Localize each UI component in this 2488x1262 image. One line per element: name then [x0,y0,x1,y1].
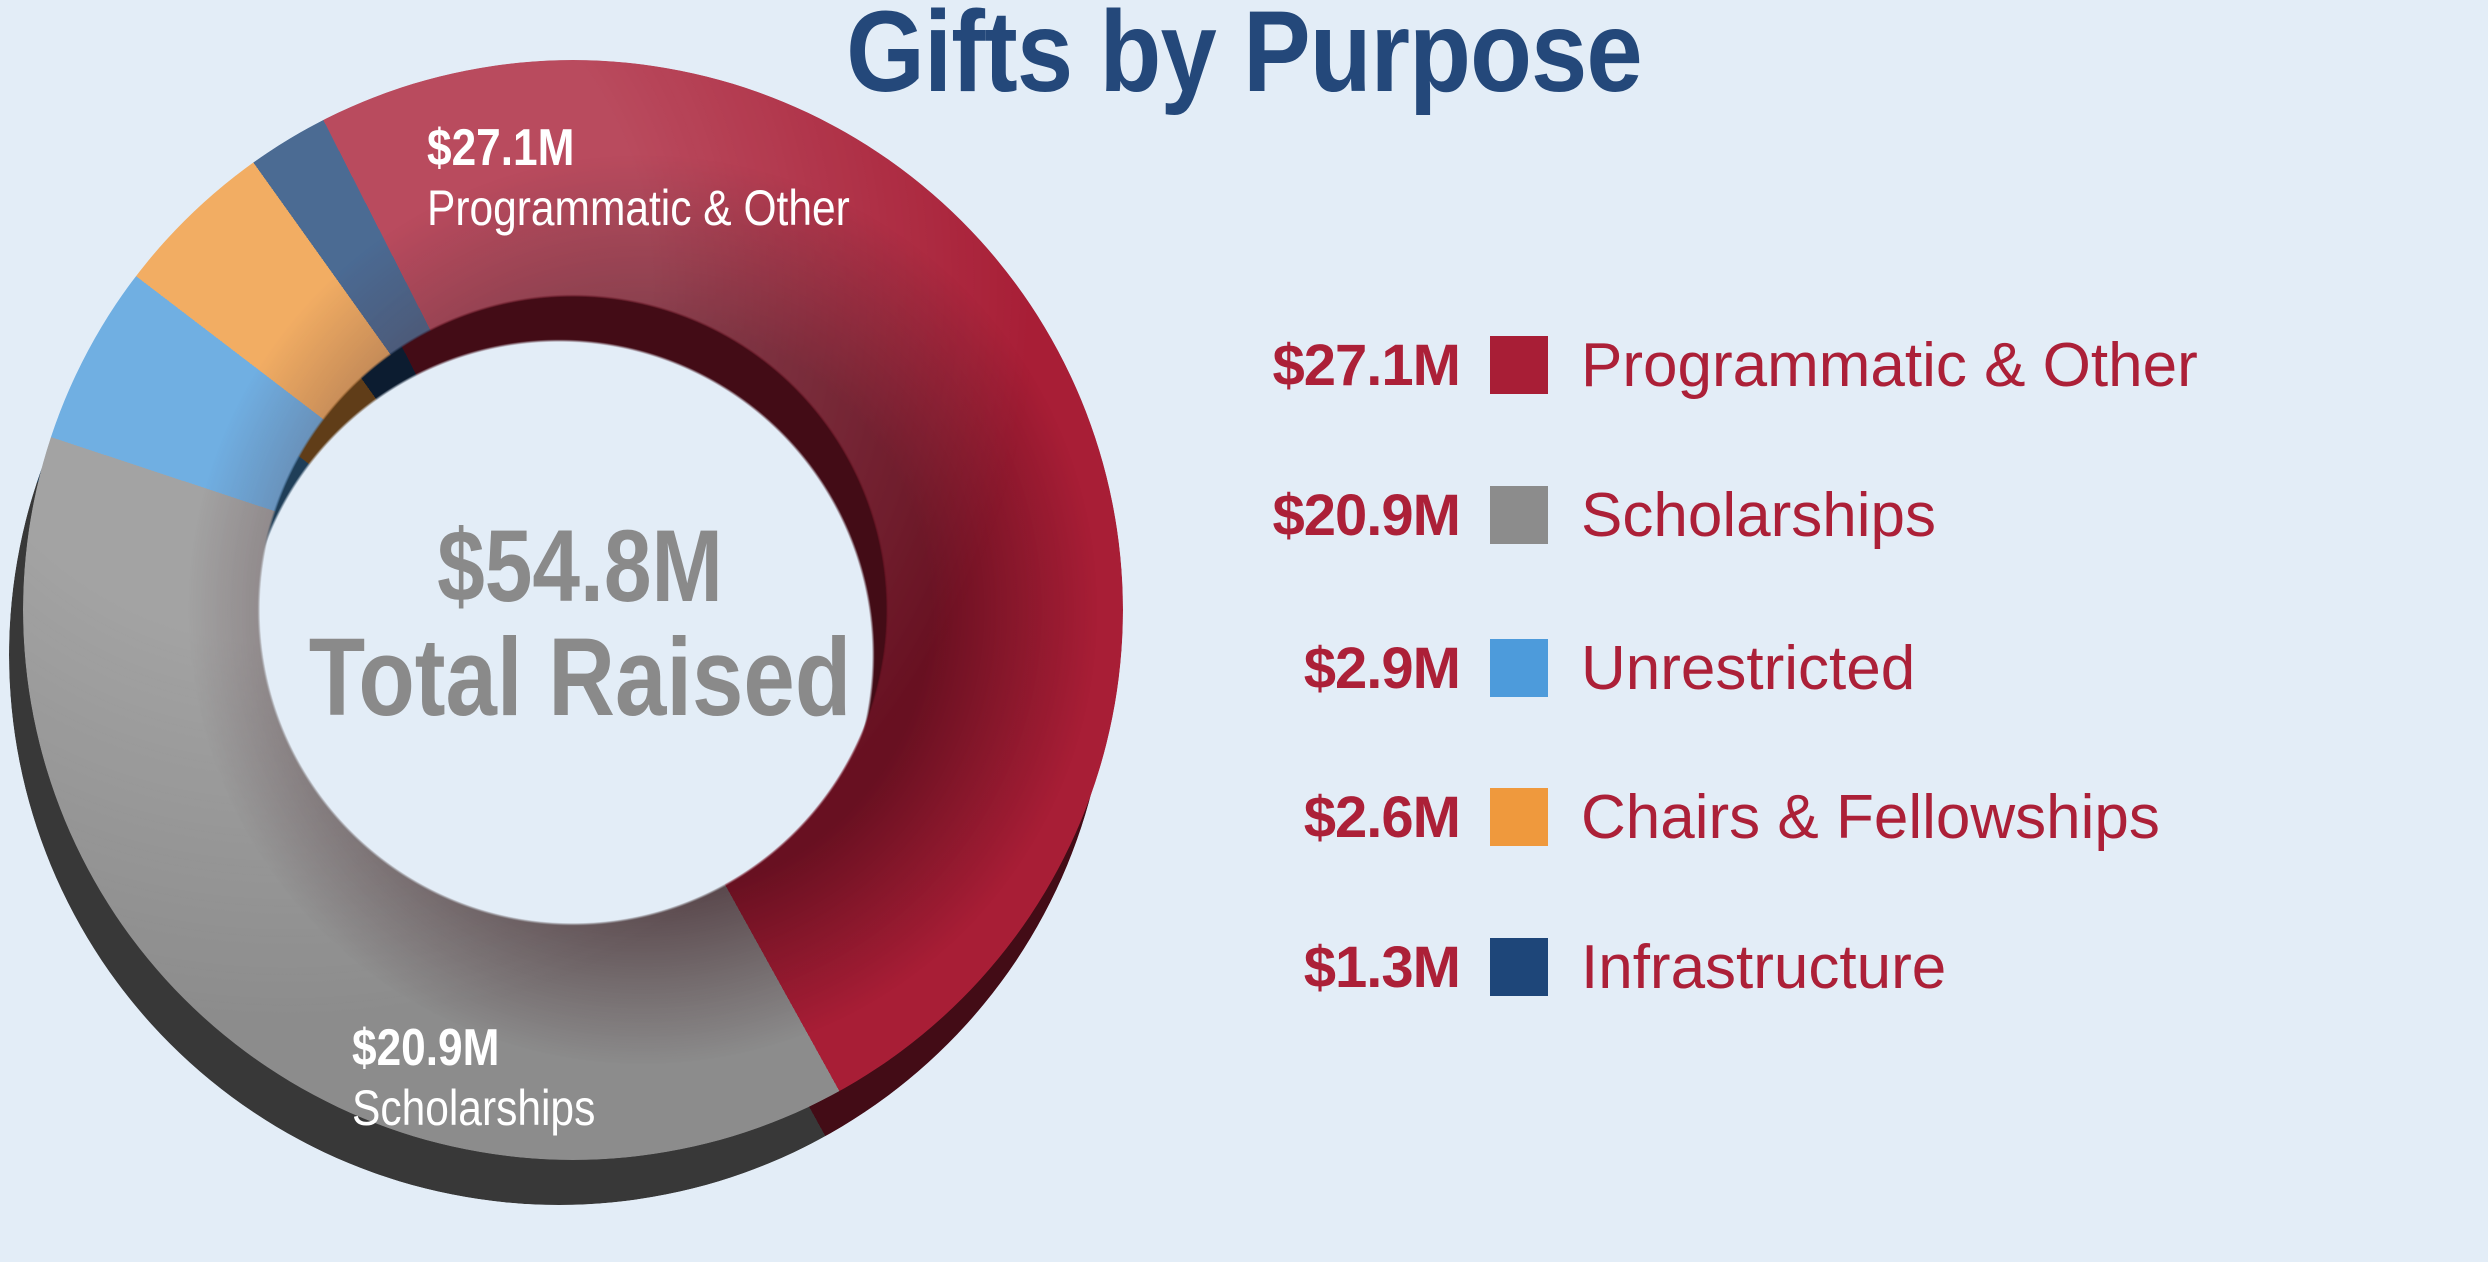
legend-label: Scholarships [1581,480,1936,550]
legend-label: Infrastructure [1581,932,1947,1002]
legend-swatch-icon [1490,639,1548,697]
legend-value: $1.3M [1303,934,1461,1000]
legend-label: Unrestricted [1581,633,1916,703]
legend-row-infrastructure: $1.3M Infrastructure [1060,892,2360,1042]
legend-row-programmatic-other: $27.1M Programmatic & Other [1060,290,2360,440]
donut-bevel-highlight [23,60,1123,1160]
callout-label: Programmatic & Other [427,180,850,237]
legend-value: $20.9M [1272,482,1461,548]
legend-value: $2.9M [1303,635,1461,701]
callout-scholarships: $20.9M Scholarships [352,1018,595,1138]
callout-label: Scholarships [352,1080,596,1137]
callout-value: $20.9M [352,1019,500,1077]
donut-center-total: $54.8M Total Raised [286,512,874,737]
donut-inner-shadow [23,60,1123,1160]
legend-label: Programmatic & Other [1581,330,2198,400]
legend-row-chairs-fellowships: $2.6M Chairs & Fellowships [1060,742,2360,892]
legend-value: $2.6M [1303,784,1461,850]
donut-chart [9,60,1123,1205]
legend-label: Chairs & Fellowships [1581,782,2160,852]
legend-value: $27.1M [1272,332,1461,398]
total-value: $54.8M [437,509,723,623]
total-label: Total Raised [308,616,852,740]
legend-row-unrestricted: $2.9M Unrestricted [1060,593,2360,743]
legend-row-scholarships: $20.9M Scholarships [1060,440,2360,590]
callout-programmatic-other: $27.1M Programmatic & Other [427,118,850,238]
legend-swatch-icon [1490,336,1548,394]
legend-swatch-icon [1490,486,1548,544]
legend-swatch-icon [1490,938,1548,996]
callout-value: $27.1M [427,119,575,177]
chart-title: Gifts by Purpose [846,0,1643,116]
legend-swatch-icon [1490,788,1548,846]
